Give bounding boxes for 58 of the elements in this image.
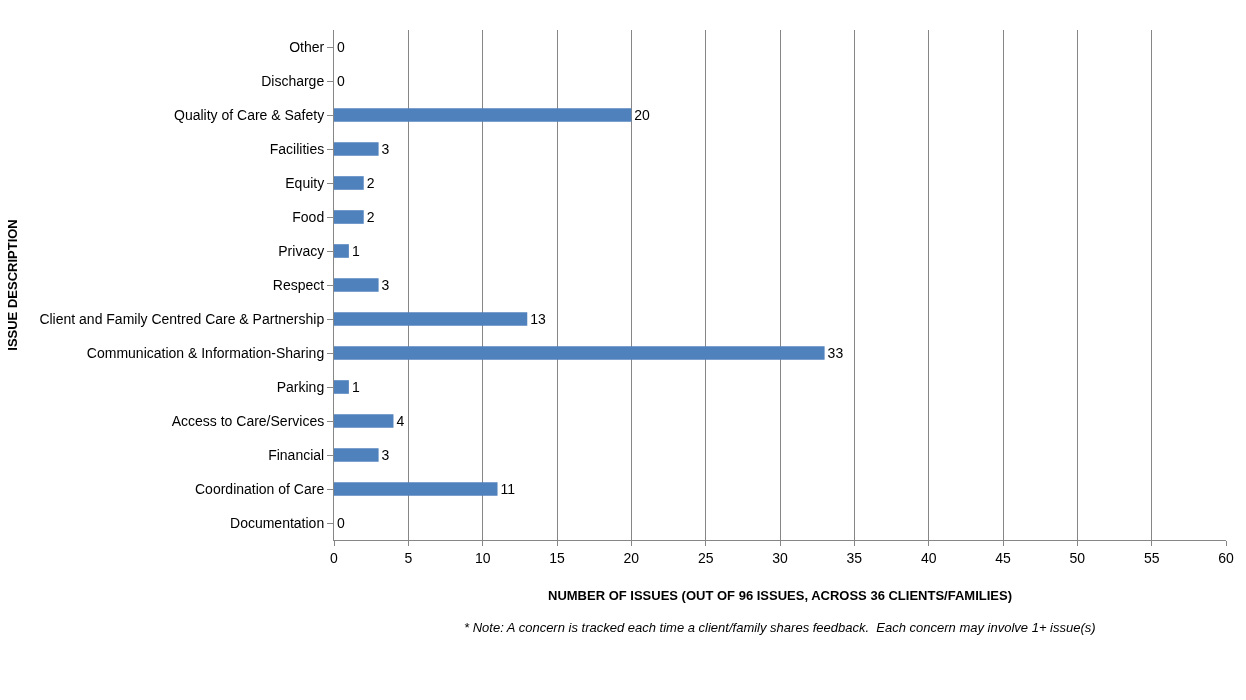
y-tick-label: Discharge <box>261 72 325 89</box>
bar <box>334 210 364 224</box>
x-tick-label: 30 <box>772 549 788 566</box>
data-label: 1 <box>351 379 360 395</box>
y-tick-label: Equity <box>285 174 325 191</box>
y-tick-label: Communication & Information-Sharing <box>86 344 325 361</box>
x-tick-label: 15 <box>549 549 565 566</box>
x-tick-label: 20 <box>623 549 640 566</box>
data-label: 2 <box>366 209 375 225</box>
bar <box>334 108 632 122</box>
x-axis-title: NUMBER OF ISSUES (OUT OF 96 ISSUES, ACROSS 36 CLIENTS/FAMILIES) <box>548 588 1012 604</box>
data-label: 0 <box>337 73 345 89</box>
data-label: 3 <box>381 277 390 293</box>
x-tick-label: 50 <box>1069 549 1086 566</box>
y-tick-label: Facilities <box>269 140 325 157</box>
bar <box>334 176 364 190</box>
data-label: 20 <box>634 107 651 123</box>
data-label: 13 <box>530 311 547 327</box>
y-axis-title: ISSUE DESCRIPTION <box>5 219 21 351</box>
y-tick-label: Respect <box>272 276 325 293</box>
y-tick-label: Quality of Care & Safety <box>174 106 325 123</box>
x-tick-label: 55 <box>1143 549 1160 566</box>
data-label: 0 <box>337 515 345 531</box>
x-tick-label: 0 <box>330 549 339 566</box>
data-label: 33 <box>827 345 844 361</box>
data-label: 11 <box>500 481 516 497</box>
y-tick-label: Parking <box>276 378 325 395</box>
bar <box>334 244 349 258</box>
y-tick-label: Coordination of Care <box>195 480 325 497</box>
data-label: 2 <box>366 175 375 191</box>
data-label: 0 <box>337 39 345 55</box>
bar <box>334 278 379 292</box>
bar <box>334 312 528 326</box>
text: * Note: A concern is tracked each time a client/family shares feedback. Each concern may involve 1+ issue(s) <box>464 620 1096 635</box>
data-label: 4 <box>396 413 405 429</box>
y-tick-label: Food <box>292 208 325 225</box>
x-tick-label: 40 <box>920 549 937 566</box>
y-tick-label: Documentation <box>230 514 325 531</box>
data-label: 3 <box>381 141 390 157</box>
y-tick-label: Financial <box>268 446 325 463</box>
data-label: 3 <box>381 447 390 463</box>
x-tick-label: 45 <box>995 549 1011 566</box>
data-label: 1 <box>351 243 360 259</box>
x-tick-label: 10 <box>474 549 491 566</box>
x-tick-label: 25 <box>697 549 714 566</box>
bar <box>334 346 825 360</box>
y-tick-label: Privacy <box>278 242 325 259</box>
bar <box>334 414 394 428</box>
bar <box>334 142 379 156</box>
bar <box>334 482 498 496</box>
y-tick-label: Client and Family Centred Care & Partnership <box>39 310 325 327</box>
bar <box>334 448 379 462</box>
y-tick-label: Access to Care/Services <box>171 412 325 429</box>
x-tick-label: 60 <box>1218 549 1234 566</box>
y-tick-label: Other <box>289 38 325 55</box>
x-tick-label: 35 <box>846 549 863 566</box>
bar <box>334 380 349 394</box>
x-tick-label: 5 <box>404 549 413 566</box>
